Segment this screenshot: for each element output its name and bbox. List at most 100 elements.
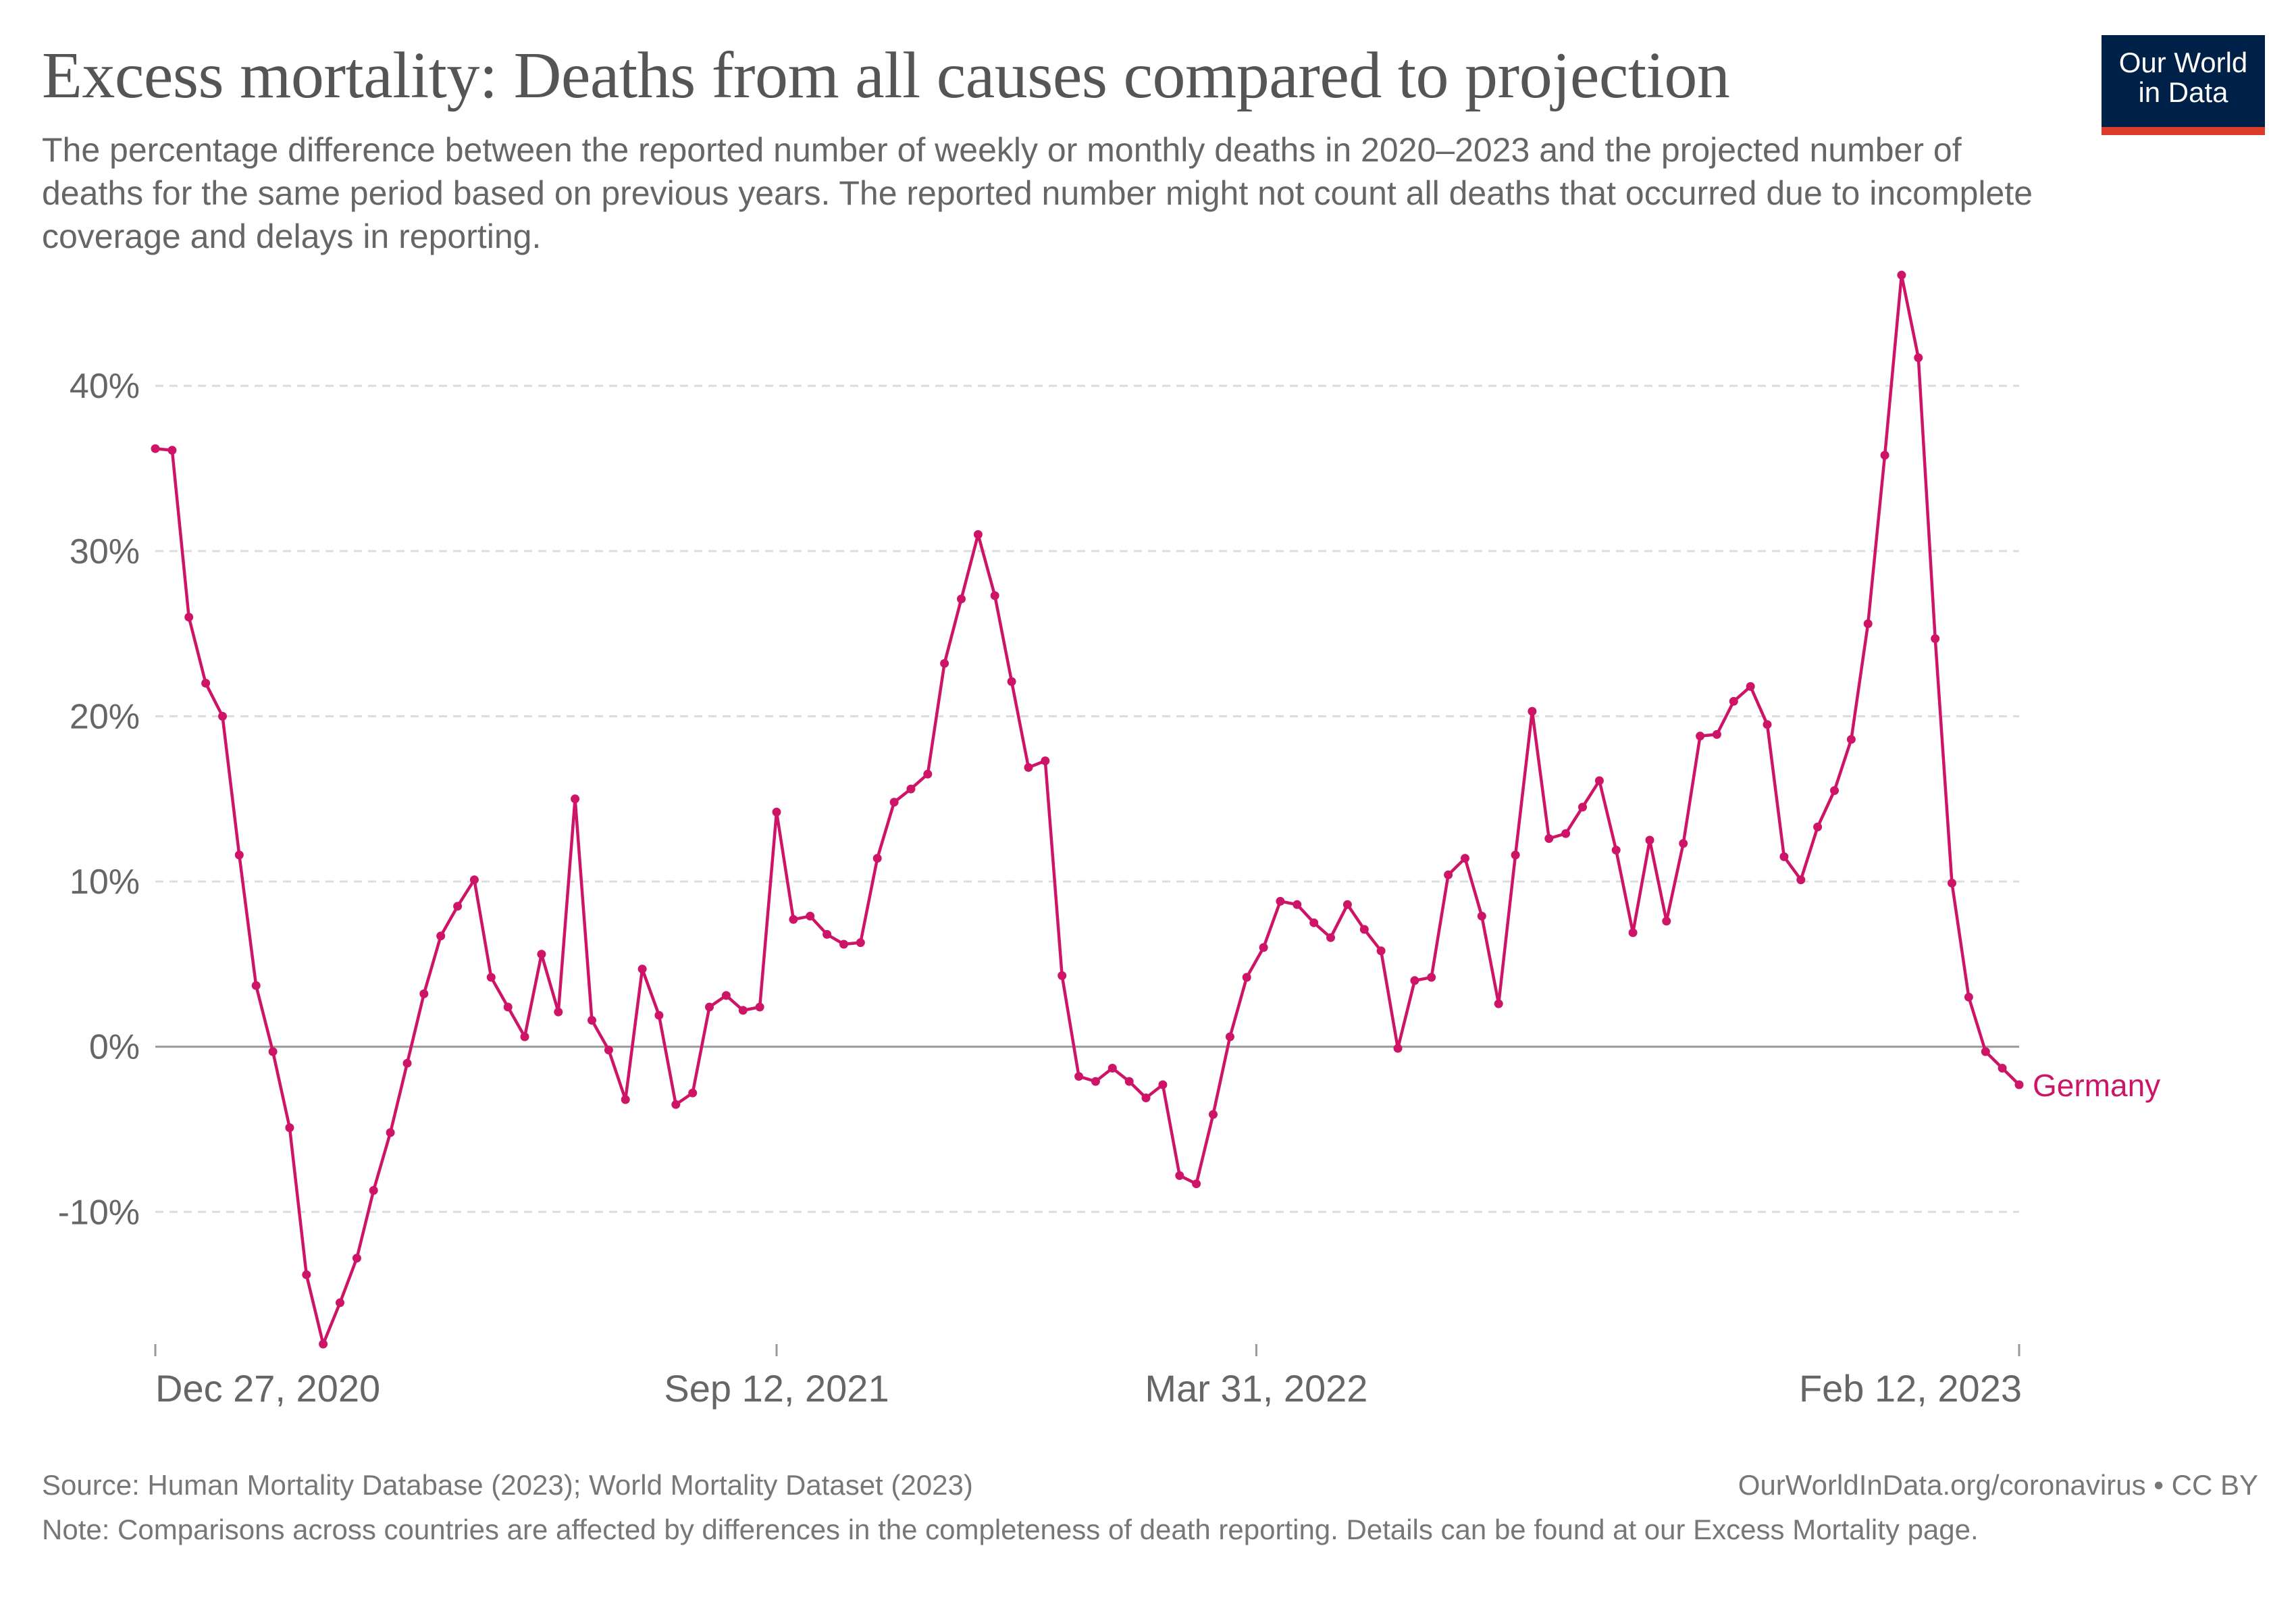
data-point	[654, 1010, 664, 1020]
data-point	[1024, 763, 1033, 772]
data-point	[1342, 900, 1352, 909]
logo-line-1: Our World	[2118, 47, 2248, 78]
data-point	[755, 1002, 764, 1012]
data-point	[1914, 353, 1923, 363]
x-tick-label: Sep 12, 2021	[664, 1367, 889, 1410]
note-text: Note: Comparisons across countries are a…	[42, 1514, 1979, 1545]
y-tick-label: 0%	[89, 1028, 140, 1067]
data-point	[1830, 786, 1839, 795]
data-point	[268, 1047, 278, 1056]
data-point	[889, 798, 899, 807]
license-link[interactable]: OurWorldInData.org/coronavirus • CC BY	[1738, 1469, 2258, 1501]
x-tick-label: Mar 31, 2022	[1145, 1367, 1367, 1410]
data-point	[1981, 1047, 1990, 1056]
data-point	[1712, 729, 1721, 739]
data-point	[990, 591, 999, 600]
line-chart: -10% 0% 10% 20% 30% 40% Dec 27, 2020 Sep 12, 2…	[58, 270, 2160, 1410]
data-point	[1729, 696, 1738, 706]
data-point	[1863, 619, 1873, 628]
data-point	[1461, 854, 1469, 863]
data-point	[201, 679, 211, 688]
data-point	[604, 1046, 613, 1055]
y-tick-label: 10%	[70, 863, 140, 902]
data-point	[1679, 839, 1688, 848]
data-point	[151, 444, 160, 453]
data-point	[1511, 850, 1520, 860]
data-point	[1964, 992, 1973, 1002]
data-point	[1427, 973, 1436, 982]
data-point	[1494, 999, 1503, 1008]
data-point	[1158, 1080, 1168, 1089]
data-point	[923, 769, 933, 779]
data-point	[856, 938, 865, 948]
data-point	[1477, 911, 1486, 921]
x-tick-label: Feb 12, 2023	[1799, 1367, 2022, 1410]
data-point	[2014, 1080, 2024, 1089]
data-point	[1309, 918, 1319, 927]
y-tick-label: 20%	[70, 697, 140, 736]
data-point	[336, 1298, 344, 1308]
data-point	[1091, 1077, 1100, 1086]
data-point	[1897, 270, 1906, 280]
data-point	[537, 950, 546, 959]
data-point	[1124, 1077, 1134, 1086]
data-point	[1293, 900, 1302, 909]
logo-accent-bar	[2102, 127, 2265, 135]
data-point	[402, 1058, 412, 1068]
data-point	[1209, 1110, 1218, 1119]
data-point	[1662, 917, 1671, 926]
data-point	[1561, 829, 1571, 838]
chart-title: Excess mortality: Deaths from all causes…	[42, 39, 1730, 112]
data-point	[1880, 451, 1889, 460]
data-point	[1948, 879, 1956, 887]
data-point	[486, 973, 496, 982]
data-point	[167, 446, 177, 455]
series-layer: Germany	[151, 270, 2160, 1349]
data-point	[1326, 933, 1335, 942]
data-point	[705, 1002, 714, 1012]
data-point	[1444, 870, 1453, 879]
data-point	[1175, 1171, 1184, 1180]
data-point	[688, 1088, 698, 1098]
data-point	[806, 911, 815, 921]
data-point	[1225, 1032, 1234, 1041]
series-line-germany	[155, 274, 2020, 1346]
y-tick-label: 30%	[70, 532, 140, 571]
data-point	[571, 794, 580, 804]
data-point	[218, 712, 227, 721]
data-point	[369, 1186, 378, 1195]
owid-logo[interactable]: Our World in Data	[2102, 35, 2265, 135]
data-point	[1931, 634, 1940, 643]
data-point	[789, 915, 798, 924]
data-point	[1276, 896, 1285, 906]
data-point	[738, 1006, 748, 1015]
data-point	[1410, 976, 1419, 985]
data-point	[1074, 1072, 1084, 1081]
data-point	[772, 807, 781, 817]
data-point	[1998, 1064, 2007, 1073]
data-point	[1628, 928, 1638, 937]
data-point	[906, 784, 916, 794]
data-point	[1813, 822, 1823, 831]
data-point	[1192, 1179, 1201, 1189]
chart-subtitle: The percentage difference between the re…	[42, 131, 2033, 255]
data-point	[721, 991, 731, 1000]
data-point	[1594, 776, 1604, 786]
data-point	[1259, 943, 1268, 952]
y-tick-label: 40%	[70, 367, 140, 406]
data-point	[1696, 731, 1705, 741]
data-point	[637, 964, 647, 974]
data-point	[1242, 973, 1251, 982]
data-point	[1359, 925, 1369, 934]
series-label: Germany	[2033, 1068, 2160, 1103]
grid-lines	[155, 384, 2019, 1213]
data-point	[520, 1032, 529, 1041]
data-point	[1763, 720, 1772, 729]
y-tick-label: -10%	[58, 1193, 140, 1232]
data-point	[1107, 1064, 1117, 1073]
data-point	[940, 659, 949, 668]
data-point	[872, 854, 882, 863]
x-axis-ticks: Dec 27, 2020 Sep 12, 2021 Mar 31, 2022 Feb …	[154, 1344, 2022, 1410]
data-point	[1645, 835, 1654, 845]
data-point	[973, 530, 983, 539]
